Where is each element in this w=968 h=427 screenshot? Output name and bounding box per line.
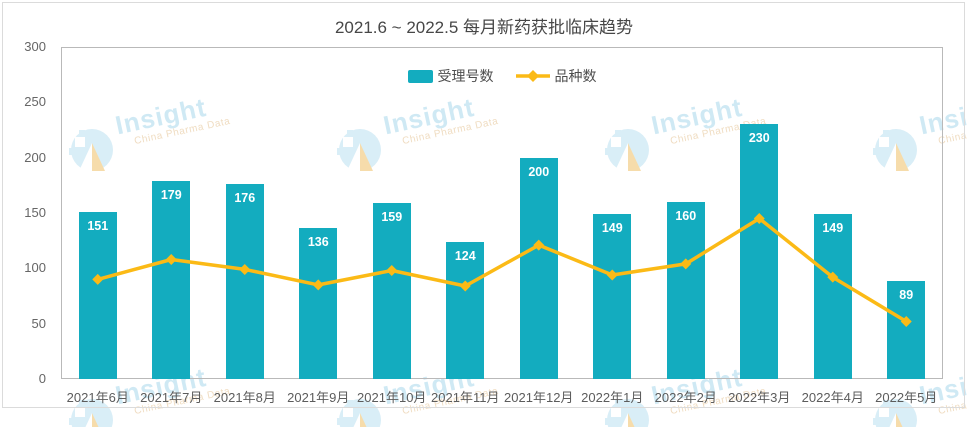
x-axis-label: 2021年6月 [66,390,129,405]
x-axis-label: 2022年2月 [654,390,717,405]
bar-value-label: 151 [87,218,109,233]
x-axis-label: 2022年4月 [801,390,864,405]
y-axis-tick-label: 200 [24,149,46,165]
bar-value-label: 230 [748,131,770,146]
bar-2021年10月[interactable] [372,203,411,379]
legend-item-bar-series[interactable]: 受理号数 [407,66,494,86]
legend-item-line-series[interactable]: 品种数 [515,66,597,86]
legend-label-bar-series: 受理号数 [437,68,494,84]
x-axis-label: 2022年5月 [875,390,938,405]
plot-area [61,47,943,379]
y-axis-tick-label: 250 [24,94,46,110]
y-axis-tick-label: 50 [31,315,46,331]
x-axis-label: 2021年7月 [140,390,203,405]
bar-2021年8月[interactable] [225,184,264,379]
bar-2021年12月[interactable] [519,157,558,379]
legend-label-line-series: 品种数 [554,68,597,84]
y-axis-tick-label: 300 [24,39,46,54]
bar-2021年9月[interactable] [299,228,338,379]
bar-value-label: 149 [822,221,844,236]
bar-value-label: 149 [601,221,623,236]
bar-value-label: 89 [899,287,914,302]
bar-2022年4月[interactable] [813,214,852,379]
y-axis-tick-label: 150 [24,205,46,220]
x-axis-label: 2021年8月 [213,390,276,405]
bar-2021年6月[interactable] [78,211,117,379]
x-axis-label: 2021年12月 [504,390,574,405]
bar-2022年2月[interactable] [666,201,705,379]
bar-value-label: 176 [234,191,256,206]
bar-value-label: 160 [675,208,697,223]
line-series-swatch-icon [515,70,550,82]
x-axis-label: 2022年3月 [728,390,791,405]
bar-series-swatch-icon [407,69,433,83]
bar-value-label: 200 [528,164,550,179]
x-axis-label: 2021年9月 [287,390,350,405]
bar-value-label: 159 [381,210,403,225]
bar-value-label: 136 [307,235,329,250]
bar-value-label: 179 [160,187,182,202]
bar-value-label: 124 [454,248,476,263]
y-axis-tick-label: 0 [38,371,46,386]
chart-title: 2021.6 ~ 2022.5 每月新药获批临床趋势 [334,18,634,37]
x-axis-label: 2022年1月 [581,390,644,405]
bar-2022年1月[interactable] [593,214,632,379]
bar-2021年7月[interactable] [152,180,191,379]
bar-2022年3月[interactable] [740,124,779,379]
y-axis-tick-label: 100 [24,260,46,276]
x-axis-label: 2021年10月 [357,390,427,405]
legend: 受理号数 品种数 [61,66,943,86]
x-axis-label: 2021年11月 [431,390,500,405]
